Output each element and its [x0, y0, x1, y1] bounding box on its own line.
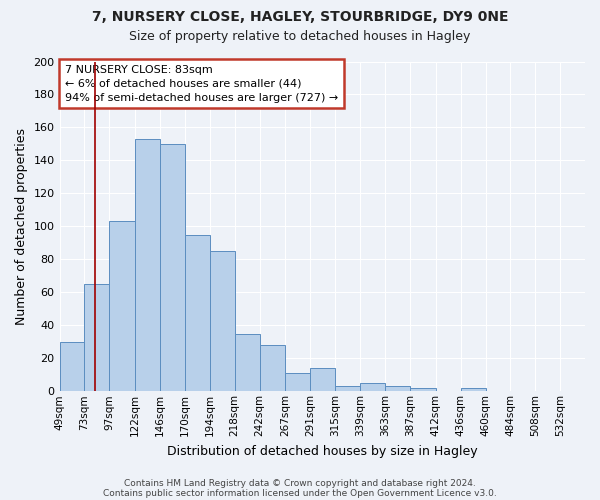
Bar	[210, 251, 235, 392]
Bar	[59, 342, 85, 392]
Text: Contains public sector information licensed under the Open Government Licence v3: Contains public sector information licen…	[103, 488, 497, 498]
Bar	[260, 345, 286, 392]
Bar	[135, 139, 160, 392]
Bar	[160, 144, 185, 392]
Text: Contains HM Land Registry data © Crown copyright and database right 2024.: Contains HM Land Registry data © Crown c…	[124, 478, 476, 488]
Bar	[335, 386, 360, 392]
X-axis label: Distribution of detached houses by size in Hagley: Distribution of detached houses by size …	[167, 444, 478, 458]
Bar	[286, 373, 310, 392]
Bar	[385, 386, 410, 392]
Text: 7, NURSERY CLOSE, HAGLEY, STOURBRIDGE, DY9 0NE: 7, NURSERY CLOSE, HAGLEY, STOURBRIDGE, D…	[92, 10, 508, 24]
Bar	[310, 368, 335, 392]
Text: Size of property relative to detached houses in Hagley: Size of property relative to detached ho…	[130, 30, 470, 43]
Bar	[109, 222, 135, 392]
Bar	[461, 388, 485, 392]
Bar	[185, 234, 210, 392]
Bar	[235, 334, 260, 392]
Bar	[85, 284, 109, 392]
Bar	[360, 383, 385, 392]
Bar	[410, 388, 436, 392]
Y-axis label: Number of detached properties: Number of detached properties	[15, 128, 28, 325]
Text: 7 NURSERY CLOSE: 83sqm
← 6% of detached houses are smaller (44)
94% of semi-deta: 7 NURSERY CLOSE: 83sqm ← 6% of detached …	[65, 65, 338, 103]
